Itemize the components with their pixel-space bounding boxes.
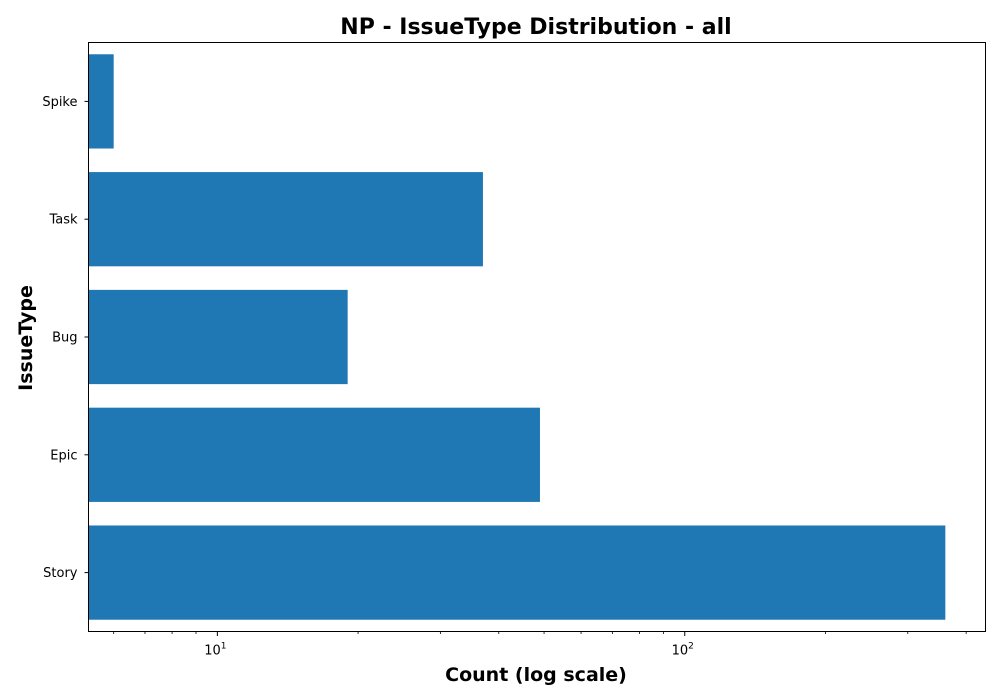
bar-task <box>88 172 483 267</box>
bars-layer <box>88 54 946 620</box>
x-tick-label: 102 <box>672 642 694 659</box>
bar-spike <box>88 54 114 149</box>
bar-story <box>88 525 946 620</box>
bar-epic <box>88 407 540 502</box>
y-axis-label: IssueType <box>15 285 37 391</box>
x-axis-ticks: 101 102 <box>113 631 967 659</box>
plot-frame <box>88 42 986 632</box>
y-tick-label-bug: Bug <box>52 331 77 346</box>
y-axis-ticks: Spike Task Bug Epic Story <box>42 95 89 581</box>
y-tick-label-epic: Epic <box>50 448 77 463</box>
chart-title: NP - IssueType Distribution - all <box>340 15 731 40</box>
y-tick-label-task: Task <box>48 213 78 228</box>
y-tick-label-spike: Spike <box>42 95 77 110</box>
y-tick-label-story: Story <box>43 566 78 581</box>
x-axis-label: Count (log scale) <box>445 664 627 686</box>
x-tick-label: 101 <box>204 642 226 659</box>
bar-bug <box>88 289 348 385</box>
